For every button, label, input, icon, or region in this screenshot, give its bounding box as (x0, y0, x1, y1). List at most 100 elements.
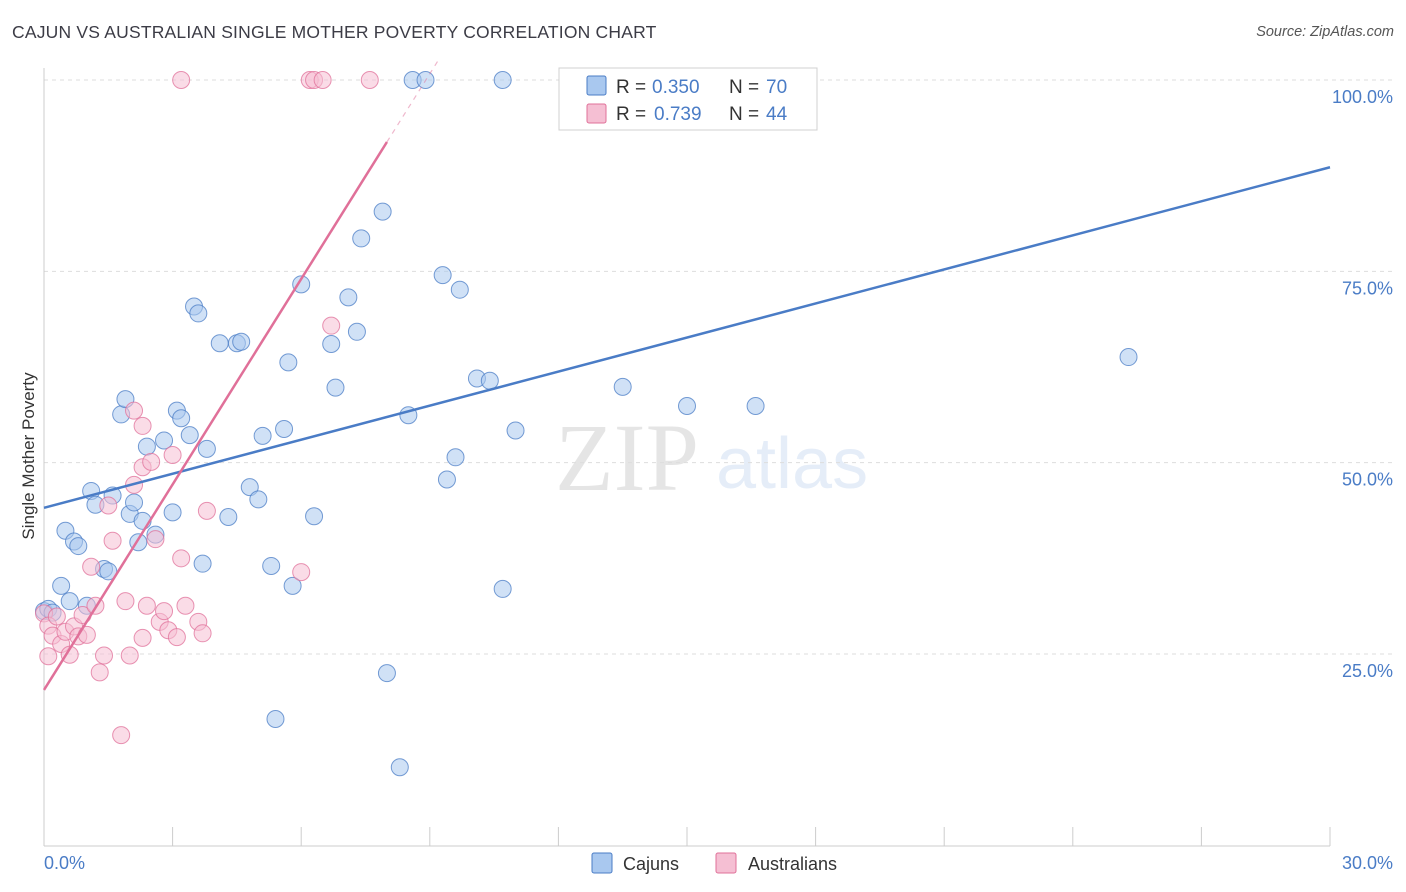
series-legend-swatch-cajuns (591, 852, 613, 874)
chart-title: CAJUN VS AUSTRALIAN SINGLE MOTHER POVERT… (12, 22, 657, 42)
australians-point-15 (95, 646, 114, 665)
cajuns-point-29 (193, 554, 212, 573)
cajuns-point-57 (437, 470, 456, 489)
cajuns-point-34 (232, 332, 251, 351)
australians-point-7 (60, 645, 79, 664)
series-legend-swatch-australians (715, 852, 737, 874)
cajuns-point-32 (219, 507, 238, 526)
australians-point-27 (142, 452, 161, 471)
cajuns-point-61 (480, 371, 499, 390)
cajuns-point-20 (137, 437, 156, 456)
cajuns-point-40 (275, 419, 294, 438)
cajuns-point-35 (240, 478, 259, 497)
cajuns-point-43 (292, 275, 311, 294)
australians-point-18 (112, 726, 131, 745)
cajuns-point-59 (450, 280, 469, 299)
australians-point-33 (167, 628, 186, 647)
series-legend-label-australians: Australians (748, 854, 837, 874)
cajuns-point-28 (189, 304, 208, 323)
cajuns-point-26 (180, 426, 199, 445)
series-australians-points (35, 71, 379, 745)
legend-r-label-cajuns: R = (616, 77, 646, 98)
australians-point-45 (360, 71, 379, 89)
y-tick-label-100: 100.0% (1332, 87, 1393, 107)
chart-source: Source: ZipAtlas.com (1256, 24, 1394, 40)
australians-point-21 (125, 401, 144, 420)
x-tick-label-max: 30.0% (1342, 853, 1393, 873)
legend-n-value-cajuns: 70 (766, 77, 787, 98)
correlation-legend: R = 0.350 N = 70 R = 0.739 N = 44 (558, 67, 818, 131)
australians-point-23 (133, 416, 152, 435)
australians-point-36 (172, 71, 191, 89)
cajuns-point-41 (279, 353, 298, 372)
australians-point-26 (137, 596, 156, 615)
cajuns-point-68 (746, 397, 765, 416)
cajuns-point-51 (377, 664, 396, 683)
cajuns-point-50 (373, 202, 392, 221)
australians-point-4 (47, 607, 66, 626)
australians-point-1 (39, 647, 58, 666)
y-axis-title: Single Mother Poverty (19, 372, 38, 540)
australians-point-40 (292, 563, 311, 582)
australians-trend-extension (386, 59, 439, 143)
cajuns-trend-line (43, 166, 1331, 510)
x-axis-ticks (172, 827, 1331, 846)
cajuns-point-38 (262, 556, 281, 575)
cajuns-point-25 (172, 409, 191, 428)
legend-n-value-australians: 44 (766, 104, 788, 125)
legend-n-label-cajuns: N = (729, 77, 759, 98)
trend-lines (42, 59, 1331, 691)
legend-r-label-australians: R = (616, 104, 646, 125)
y-tick-label-50: 50.0% (1342, 470, 1393, 490)
y-tick-label-25: 25.0% (1342, 661, 1393, 681)
cajuns-point-49 (352, 229, 371, 248)
cajuns-point-7 (69, 537, 88, 556)
australians-point-19 (116, 592, 135, 611)
series-legend: Cajuns Australians (591, 852, 837, 874)
legend-n-label-australians: N = (729, 104, 759, 125)
australians-point-43 (313, 71, 332, 89)
legend-r-value-cajuns: 0.350 (652, 77, 700, 98)
australians-point-20 (120, 646, 139, 665)
cajuns-point-46 (326, 378, 345, 397)
australians-point-17 (103, 531, 122, 550)
cajuns-point-62 (493, 579, 512, 598)
cajuns-point-66 (613, 377, 632, 396)
australians-point-25 (133, 628, 152, 647)
australians-point-12 (82, 557, 101, 576)
cajuns-point-69 (1119, 348, 1138, 367)
australians-point-39 (197, 501, 216, 520)
cajuns-point-45 (322, 335, 341, 354)
australians-point-30 (155, 602, 174, 621)
australians-point-16 (99, 496, 118, 515)
australians-point-44 (322, 316, 341, 335)
cajuns-point-23 (163, 503, 182, 522)
cajuns-point-42 (283, 576, 302, 595)
australians-point-14 (90, 663, 109, 682)
cajuns-point-5 (60, 592, 79, 611)
cajuns-point-17 (125, 493, 144, 512)
cajuns-point-39 (266, 710, 285, 729)
cajuns-point-36 (249, 490, 268, 509)
cajuns-point-22 (155, 431, 174, 450)
australians-trend-line (42, 141, 388, 691)
cajuns-point-56 (433, 266, 452, 285)
cajuns-point-67 (678, 397, 696, 416)
australians-point-38 (193, 624, 212, 643)
cajuns-point-31 (210, 334, 229, 353)
legend-swatch-cajuns (586, 75, 607, 96)
y-tick-label-75: 75.0% (1342, 278, 1393, 298)
cajuns-point-37 (253, 426, 272, 445)
cajuns-point-52 (390, 758, 409, 777)
x-tick-label-min: 0.0% (44, 853, 85, 873)
australians-point-35 (176, 596, 195, 615)
y-tick-labels: 25.0% 50.0% 75.0% 100.0% (1332, 87, 1393, 681)
cajuns-point-3 (52, 576, 71, 595)
australians-point-34 (172, 549, 191, 568)
legend-swatch-australians (586, 103, 607, 124)
cajuns-point-48 (347, 322, 366, 341)
cajuns-point-44 (305, 507, 324, 526)
series-legend-label-cajuns: Cajuns (623, 854, 679, 874)
cajuns-point-47 (339, 288, 358, 307)
